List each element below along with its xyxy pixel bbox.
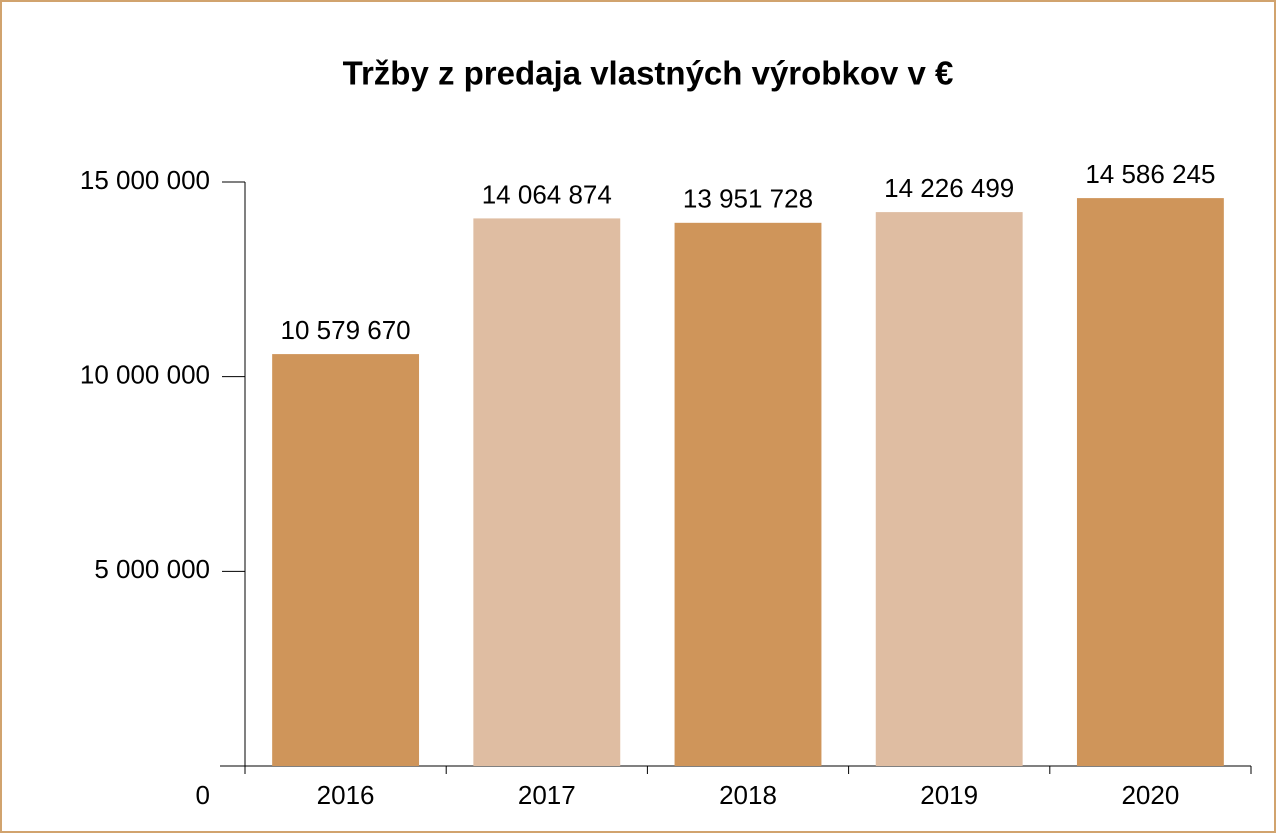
bar (473, 218, 621, 766)
x-tick-label: 2016 (317, 780, 375, 810)
y-tick-label: 15 000 000 (80, 165, 210, 195)
bar (272, 354, 420, 766)
x-tick-label: 2020 (1121, 780, 1179, 810)
chart-title: Tržby z predaja vlastných výrobkov v € (343, 55, 954, 92)
x-tick-label: 2018 (719, 780, 777, 810)
y-tick-label: 5 000 000 (94, 554, 210, 584)
bar (674, 222, 822, 766)
data-label: 14 586 245 (1085, 159, 1215, 189)
bar (875, 212, 1023, 766)
data-label: 13 951 728 (683, 184, 813, 214)
bar (1076, 198, 1224, 766)
data-label: 10 579 670 (281, 315, 411, 345)
x-tick-label: 2019 (920, 780, 978, 810)
data-label: 14 226 499 (884, 173, 1014, 203)
data-label: 14 064 874 (482, 179, 612, 209)
y-tick-label: 0 (196, 780, 210, 810)
y-tick-label: 10 000 000 (80, 360, 210, 390)
x-tick-label: 2017 (518, 780, 576, 810)
